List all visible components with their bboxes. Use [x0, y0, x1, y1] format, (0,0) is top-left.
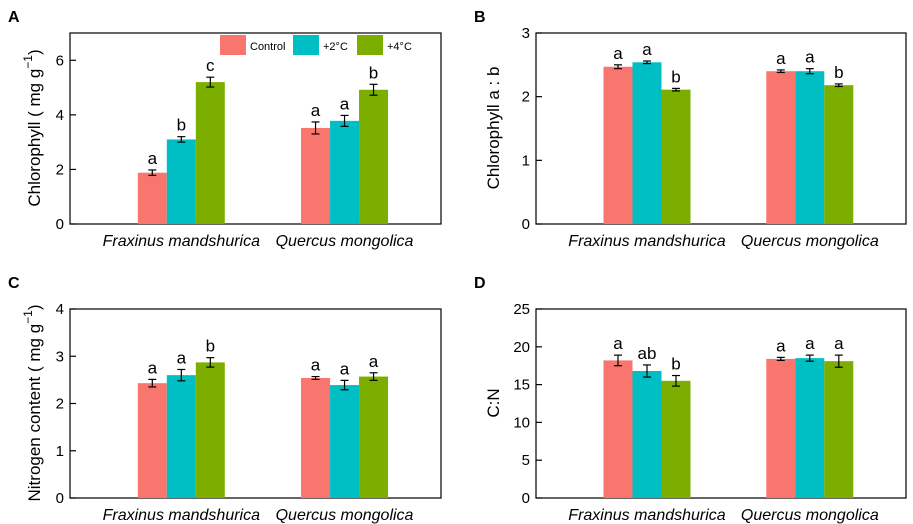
panel-c-letter: C [8, 275, 20, 292]
panel-b-ytick-label: 0 [522, 216, 530, 233]
panel-a-ytick-label: 2 [56, 161, 64, 178]
legend-label-plus4: +4°C [387, 41, 412, 53]
panel-a-bar [330, 120, 360, 224]
panel-a-significance-letter: a [340, 94, 350, 113]
panel-d-bar [824, 361, 854, 498]
panel-b-bar [632, 62, 662, 224]
panel-d-bar [795, 358, 825, 498]
panel-a: A 0 2 4 6 Chlorophyll ( mg g−1) Fraxinus mands… [8, 9, 442, 250]
panel-b-bar [795, 71, 825, 224]
panel-c-ytick-label: 3 [56, 348, 64, 365]
panel-a-significance-letter: c [206, 56, 215, 75]
panel-c-ytick-label: 1 [56, 443, 64, 460]
panel-d-ytick-label: 5 [522, 452, 530, 469]
panel-d-ytick-label: 15 [513, 377, 530, 394]
panel-b-ytick-label: 1 [522, 152, 530, 169]
legend-swatch-plus4 [357, 35, 383, 55]
panel-b-significance-letter: a [642, 40, 652, 59]
legend-swatch-plus2 [293, 35, 319, 55]
panel-a-significance-letter: a [311, 101, 321, 120]
panel-a-significance-letter: b [369, 63, 378, 82]
panel-d-ylabel: C:N [484, 388, 503, 417]
panel-d-category-label: Quercus mongolica [741, 507, 879, 524]
panel-c-ylabel: Nitrogen content ( mg g−1) [21, 304, 44, 501]
panel-a-letter: A [8, 9, 20, 26]
panel-a-significance-letter: a [148, 149, 158, 168]
panel-d-significance-letter: a [805, 334, 815, 353]
panel-b-ylabel: Chlorophyll a : b [484, 67, 503, 190]
panel-b-significance-letter: a [613, 44, 623, 63]
panel-d-significance-letter: a [776, 336, 786, 355]
panel-c-ytick-label: 2 [56, 396, 64, 413]
panel-d-ytick-label: 25 [513, 301, 530, 318]
panel-d-bar [766, 358, 796, 498]
panel-a-bar [195, 82, 225, 224]
panel-a-ylabel: Chlorophyll ( mg g−1) [21, 49, 44, 206]
panel-d-significance-letter: b [671, 355, 680, 374]
panel-b: B 0 1 2 3 Chlorophyll a : b Fraxinus mandshuri… [474, 9, 907, 250]
panel-c-significance-letter: a [369, 352, 379, 371]
panel-a-bar [137, 172, 167, 224]
panel-c-bar [301, 377, 331, 498]
panel-d-significance-letter: a [834, 334, 844, 353]
panel-c-significance-letter: b [206, 337, 215, 356]
panel-c-bar [195, 362, 225, 498]
panel-c-bar [137, 383, 167, 498]
panel-b-significance-letter: a [776, 49, 786, 68]
panel-a-category-label: Quercus mongolica [276, 233, 414, 250]
legend-label-plus2: +2°C [323, 41, 348, 53]
legend-swatch-control [220, 35, 246, 55]
panel-c-bar [330, 385, 360, 498]
panel-b-category-label: Quercus mongolica [741, 233, 879, 250]
panel-a-plot-frame [69, 32, 442, 225]
panel-d-significance-letter: ab [638, 344, 657, 363]
panel-a-ytick-label: 4 [56, 107, 64, 124]
panel-d-ytick-label: 0 [522, 490, 530, 507]
panel-c-bar [359, 376, 389, 498]
panel-a-ytick-label: 0 [56, 216, 64, 233]
panel-c-significance-letter: a [340, 359, 350, 378]
panel-b-bar [603, 66, 633, 224]
panel-b-ytick-label: 2 [522, 89, 530, 106]
panel-c-significance-letter: a [148, 358, 158, 377]
panel-a-bar [359, 89, 389, 224]
panel-c-ytick-label: 4 [56, 301, 64, 318]
panel-a-bar [166, 139, 196, 224]
panel-d-ytick-label: 20 [513, 339, 530, 356]
panel-c: C 0 1 2 3 4 Nitrogen content ( mg g−1) Fraxinus… [8, 275, 442, 524]
panel-a-significance-letter: b [177, 116, 186, 135]
panel-d-bar [603, 360, 633, 498]
panel-d-ytick-label: 10 [513, 414, 530, 431]
panel-b-bar [824, 85, 854, 224]
panel-d-category-label: Fraxinus mandshurica [568, 507, 726, 524]
panel-b-bar [766, 71, 796, 224]
panel-d-bar [632, 370, 662, 498]
legend: Control +2°C +4°C [220, 35, 412, 55]
panel-a-category-label: Fraxinus mandshurica [103, 233, 261, 250]
panel-b-significance-letter: a [805, 48, 815, 67]
panel-d-bar [661, 380, 691, 498]
panel-c-significance-letter: a [311, 356, 321, 375]
panel-c-category-label: Fraxinus mandshurica [103, 507, 261, 524]
panel-d-significance-letter: a [613, 334, 623, 353]
panel-c-significance-letter: a [177, 348, 187, 367]
panel-d-plot-frame [535, 308, 907, 499]
panel-b-significance-letter: b [834, 63, 843, 82]
panel-b-significance-letter: b [671, 67, 680, 86]
panel-b-bar [661, 89, 691, 224]
legend-label-control: Control [250, 41, 285, 53]
panel-a-ytick-label: 6 [56, 52, 64, 69]
panel-b-letter: B [474, 9, 486, 26]
panel-c-category-label: Quercus mongolica [276, 507, 414, 524]
panel-c-bar [166, 375, 196, 498]
panel-b-category-label: Fraxinus mandshurica [568, 233, 726, 250]
panel-b-ytick-label: 3 [522, 25, 530, 42]
panel-d-letter: D [474, 275, 486, 292]
panel-c-ytick-label: 0 [56, 490, 64, 507]
panel-b-plot-frame [535, 32, 907, 225]
panel-a-bar [301, 127, 331, 224]
